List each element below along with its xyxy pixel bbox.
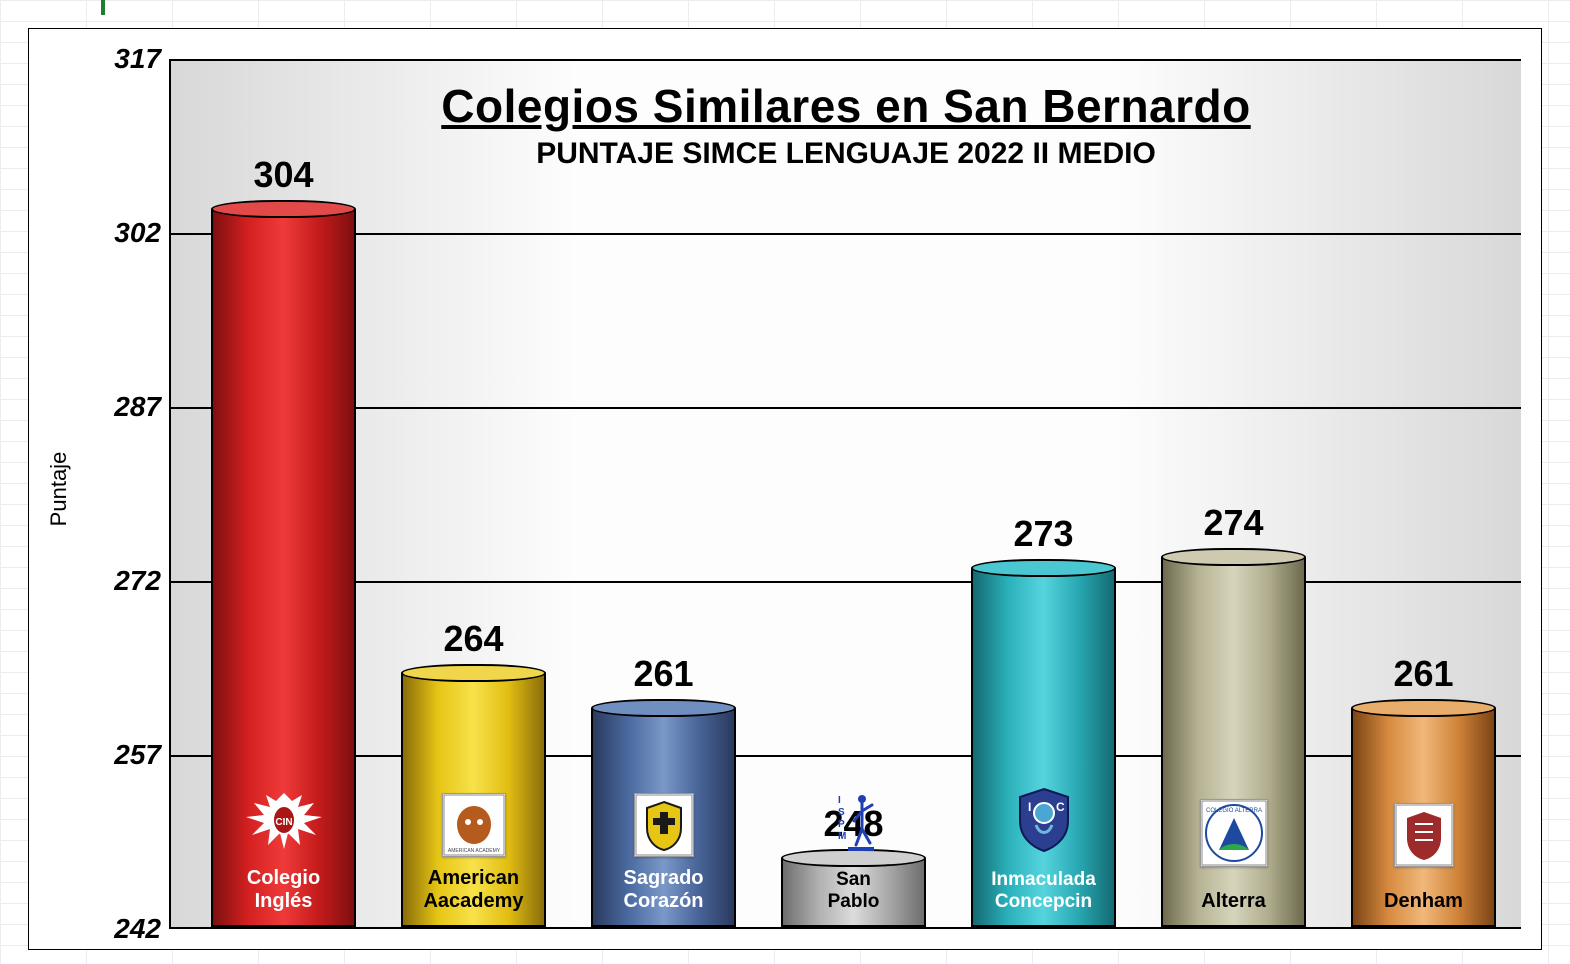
svg-text:S: S — [838, 807, 845, 818]
school-logo-icon: AMERICAN ACADEMY — [442, 793, 506, 857]
school-logo-icon — [1394, 803, 1454, 867]
plot-area: Colegios Similares en San Bernardo PUNTA… — [169, 59, 1521, 929]
bar-san-pablo: 248San Pablo I S P M — [781, 857, 926, 927]
chart-subtitle: PUNTAJE SIMCE LENGUAJE 2022 II MEDIO — [441, 137, 1250, 171]
gridline — [171, 233, 1521, 235]
svg-text:COLEGIO ALTERRA: COLEGIO ALTERRA — [1206, 808, 1262, 814]
svg-text:AMERICAN ACADEMY: AMERICAN ACADEMY — [447, 848, 500, 854]
y-axis-label: Puntaje — [46, 452, 72, 527]
y-tick-label: 317 — [86, 43, 161, 75]
bar-alterra: 274Alterra COLEGIO ALTERRA — [1161, 556, 1306, 927]
chart-title-block: Colegios Similares en San Bernardo PUNTA… — [441, 79, 1250, 171]
bar-denham: 261Denham — [1351, 707, 1496, 927]
school-logo-icon: I S P M — [830, 789, 878, 855]
bar-top — [401, 664, 546, 682]
bar-top — [591, 699, 736, 717]
bar-name-label: Sagrado Corazón — [623, 867, 703, 913]
bar-american-academy: 264American Aacademy AMERICAN ACADEMY — [401, 672, 546, 927]
y-tick-label: 272 — [86, 565, 161, 597]
chart-body: Puntaje 242 257 272 287 302 317 Colegios Simi… — [29, 29, 1541, 949]
bar-top — [1161, 548, 1306, 566]
y-tick-label: 242 — [86, 913, 161, 945]
svg-text:I: I — [838, 795, 841, 806]
gridline — [171, 581, 1521, 583]
chart-container: Puntaje 242 257 272 287 302 317 Colegios Simi… — [28, 28, 1542, 950]
svg-text:M: M — [838, 831, 846, 842]
gridline — [171, 755, 1521, 757]
y-tick-label: 257 — [86, 739, 161, 771]
bar-value-label: 273 — [1013, 513, 1073, 555]
bar-name-label: Colegio Inglés — [247, 867, 320, 913]
bar-value-label: 264 — [443, 618, 503, 660]
bar-name-label: Denham — [1384, 890, 1463, 913]
bar-inmaculada-concepcion: 273Inmaculada Concepcin I C — [971, 567, 1116, 927]
y-tick-label: 287 — [86, 391, 161, 423]
gridline — [171, 59, 1521, 61]
school-logo-icon: CIN — [244, 785, 324, 855]
bar-name-label: American Aacademy — [423, 867, 523, 913]
bar-name-label: Alterra — [1201, 890, 1265, 913]
school-logo-icon — [634, 793, 694, 857]
bar-value-label: 261 — [1393, 653, 1453, 695]
bar-name-label: San Pablo — [828, 869, 880, 913]
svg-text:C: C — [1056, 800, 1065, 814]
svg-text:CIN: CIN — [275, 817, 292, 828]
bar-value-label: 304 — [253, 154, 313, 196]
bar-sagrado-corazon: 261Sagrado Corazón — [591, 707, 736, 927]
bar-name-label: Inmaculada Concepcin — [991, 869, 1096, 913]
y-tick-label: 302 — [86, 217, 161, 249]
bar-value-label: 274 — [1203, 502, 1263, 544]
gridline — [171, 407, 1521, 409]
bar-top — [971, 559, 1116, 577]
bar-colegio-ingles: 304Colegio Inglés CIN — [211, 208, 356, 927]
chart-title: Colegios Similares en San Bernardo — [441, 79, 1250, 133]
school-logo-icon: I C — [1014, 787, 1074, 853]
school-logo-icon: COLEGIO ALTERRA — [1200, 799, 1268, 867]
svg-text:P: P — [838, 819, 845, 830]
svg-text:I: I — [1028, 800, 1031, 814]
bar-top — [1351, 699, 1496, 717]
bar-value-label: 261 — [633, 653, 693, 695]
column-marker — [102, 0, 104, 14]
bar-top — [211, 200, 356, 218]
